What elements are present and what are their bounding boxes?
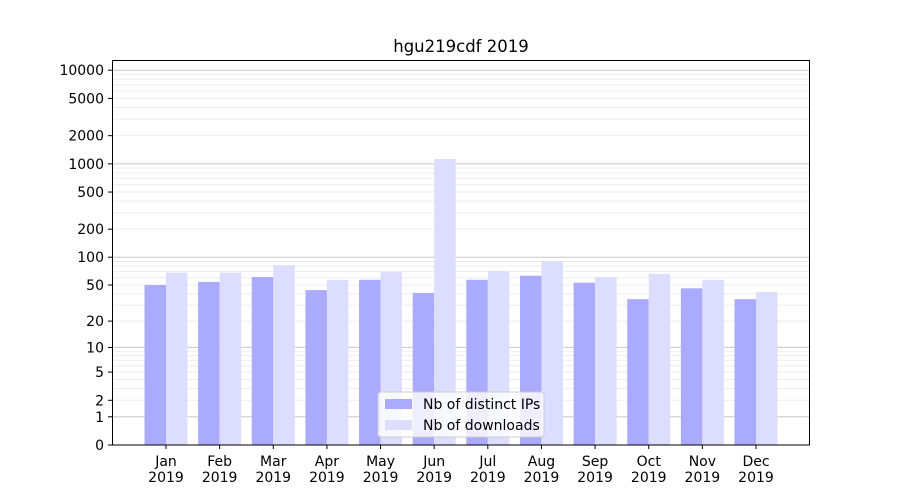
x-axis: Jan 2019 Feb 2019 Mar 2019 Apr 2019 May 2019 Jun 20… (148, 445, 774, 486)
x-tick-label: Jun 2019 (416, 454, 452, 486)
x-tick-label: Aug 2019 (524, 454, 560, 486)
bar-ips (144, 285, 166, 445)
x-tick-label: Sep 2019 (577, 454, 613, 486)
x-tick-label: Nov 2019 (685, 454, 721, 486)
bar-ips (198, 281, 220, 445)
y-tick-label: 1 (95, 410, 104, 426)
bar-downloads (434, 158, 456, 445)
bar-downloads (541, 260, 563, 445)
plot-frame (112, 60, 810, 446)
y-tick-label: 5 (95, 365, 104, 381)
x-tick-label: Dec 2019 (738, 454, 774, 486)
x-tick-label: Oct 2019 (631, 454, 667, 486)
bar-downloads (273, 265, 295, 445)
x-tick-label: Jul 2019 (470, 454, 506, 486)
bar-downloads (326, 279, 349, 445)
bar-ips (573, 282, 596, 445)
y-tick-label: 2 (95, 393, 104, 409)
x-tick-label: May 2019 (363, 454, 399, 486)
bar-downloads (756, 291, 778, 445)
bar-downloads (166, 272, 188, 445)
y-tick-label: 1000 (68, 157, 104, 173)
legend-swatch-downloads (385, 420, 412, 430)
y-tick-label: 10000 (59, 63, 104, 79)
bar-ips (305, 290, 327, 445)
bar-ips (734, 299, 756, 445)
y-tick-label: 100 (77, 250, 104, 266)
bar-ips (680, 288, 703, 445)
y-tick-label: 2000 (68, 129, 104, 145)
x-tick-label: Feb 2019 (202, 454, 238, 486)
y-tick-label: 0 (95, 438, 104, 454)
y-tick-label: 5000 (68, 91, 104, 107)
bar-ips (251, 277, 274, 445)
y-tick-label: 500 (77, 185, 104, 201)
bar-downloads (702, 279, 724, 445)
legend: Nb of distinct IPs Nb of downloads (377, 391, 545, 438)
y-tick-label: 20 (86, 314, 104, 330)
y-tick-label: 10 (86, 340, 104, 356)
x-tick-label: Jan 2019 (148, 454, 184, 486)
y-tick-label: 50 (86, 278, 104, 294)
chart-title: hgu219cdf 2019 (393, 37, 528, 56)
bar-ips (359, 279, 381, 445)
bar-downloads (219, 272, 242, 445)
bar-downloads (648, 273, 671, 445)
legend-swatch-ips (385, 399, 412, 409)
legend-label-downloads: Nb of downloads (423, 418, 540, 434)
x-tick-label: Apr 2019 (309, 454, 345, 486)
x-tick-label: Mar 2019 (255, 454, 291, 486)
y-tick-label: 200 (77, 222, 104, 238)
bar-ips (627, 299, 649, 445)
legend-box (377, 391, 545, 438)
y-axis: 0 12 5 10 20 50 100 200 500 1000 2000 5000 10000 (59, 63, 112, 454)
legend-label-ips: Nb of distinct IPs (423, 397, 540, 413)
bar-downloads (595, 277, 617, 445)
